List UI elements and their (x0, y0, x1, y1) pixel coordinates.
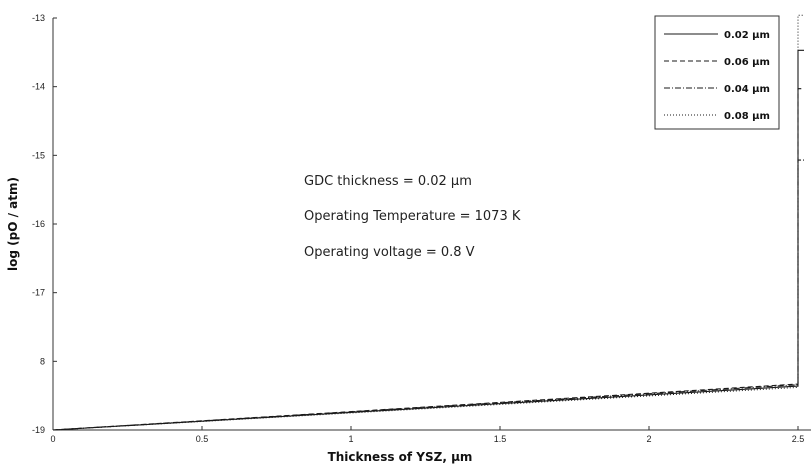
series-line-2 (52, 88, 804, 431)
y-axis-title: log (pO / atm) (6, 177, 20, 271)
x-tick-label: 0.5 (196, 434, 209, 444)
y-tick-label: -15 (32, 150, 45, 160)
annotation-operating-voltage: Operating voltage = 0.8 V (304, 245, 475, 260)
y-tick-label: -17 (32, 288, 45, 298)
y-tick-label: 8 (40, 356, 45, 366)
x-tick-label: 2.5 (792, 434, 805, 444)
x-tick-label: 1.5 (494, 434, 507, 444)
legend-label-4: 0.08 µm (724, 111, 770, 122)
annotations: GDC thickness = 0.02 µm Operating Temper… (304, 174, 521, 260)
y-tick-label: -13 (32, 13, 45, 23)
axes: 0 0.5 1 1.5 2 2.5 -13 -14 -15 -16 -17 8 -19 (32, 13, 811, 444)
legend-label-2: 0.06 µm (724, 57, 770, 68)
annotation-operating-temperature: Operating Temperature = 1073 K (304, 209, 521, 224)
annotation-gdc-thickness: GDC thickness = 0.02 µm (304, 174, 472, 189)
y-tick-label: -16 (32, 219, 45, 229)
legend-label-3: 0.04 µm (724, 84, 770, 95)
x-tick-label: 2 (646, 434, 651, 444)
x-tick-label: 0 (50, 434, 55, 444)
x-axis-title: Thickness of YSZ, μm (328, 450, 473, 464)
legend-box (654, 15, 780, 130)
y-tick-label: -19 (32, 425, 45, 435)
legend: 0.02 µm 0.06 µm 0.04 µm 0.08 µm (654, 15, 780, 130)
x-tick-label: 1 (348, 434, 353, 444)
legend-label-1: 0.02 µm (724, 30, 770, 41)
series-layer (52, 14, 804, 431)
y-tick-label: -14 (32, 82, 45, 92)
